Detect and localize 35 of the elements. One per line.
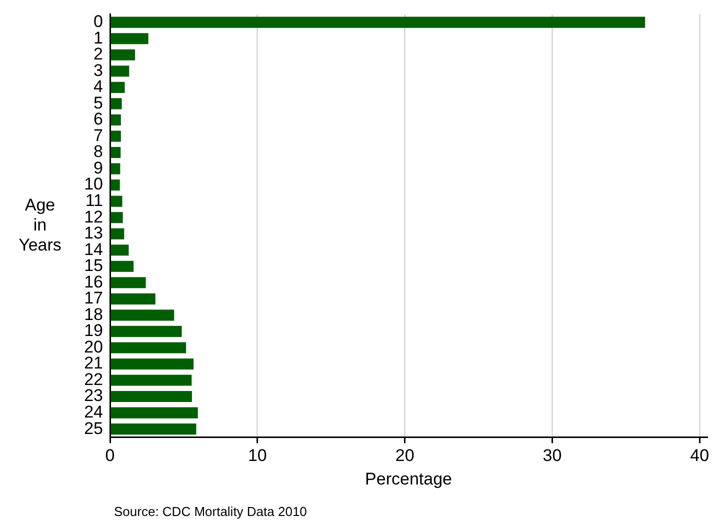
bar: [110, 196, 122, 207]
x-tick-label: 30: [542, 446, 562, 466]
bar: [110, 326, 182, 337]
bar: [110, 179, 120, 191]
y-tick-label: 12: [84, 207, 103, 226]
bar: [110, 277, 146, 288]
bar: [110, 66, 130, 77]
bar: [110, 163, 120, 174]
bar: [110, 49, 136, 60]
bar: [110, 310, 174, 321]
bar: [110, 16, 646, 28]
source-note: Source: CDC Mortality Data 2010: [114, 504, 307, 519]
bar: [110, 390, 192, 402]
bar: [110, 244, 129, 256]
bar: [110, 424, 196, 435]
y-axis-title: Age in Years: [18, 195, 62, 254]
x-axis-title: Percentage: [365, 469, 452, 488]
bar: [110, 130, 121, 142]
bar: [110, 260, 134, 272]
bar: [110, 358, 194, 370]
bar: [110, 82, 125, 93]
bar: [110, 342, 186, 354]
bar: [110, 374, 192, 386]
bar: [110, 114, 121, 126]
x-tick-label: 10: [248, 446, 267, 466]
bar: [110, 407, 198, 418]
bar: [110, 293, 156, 304]
x-tick-label: 20: [395, 446, 414, 466]
bar: [110, 228, 124, 240]
bar: [110, 212, 123, 224]
bar: [110, 146, 121, 158]
y-tick-label: 25: [84, 418, 103, 438]
x-tick-label: 40: [690, 446, 710, 466]
bar: [110, 98, 122, 110]
bar: [110, 33, 148, 44]
